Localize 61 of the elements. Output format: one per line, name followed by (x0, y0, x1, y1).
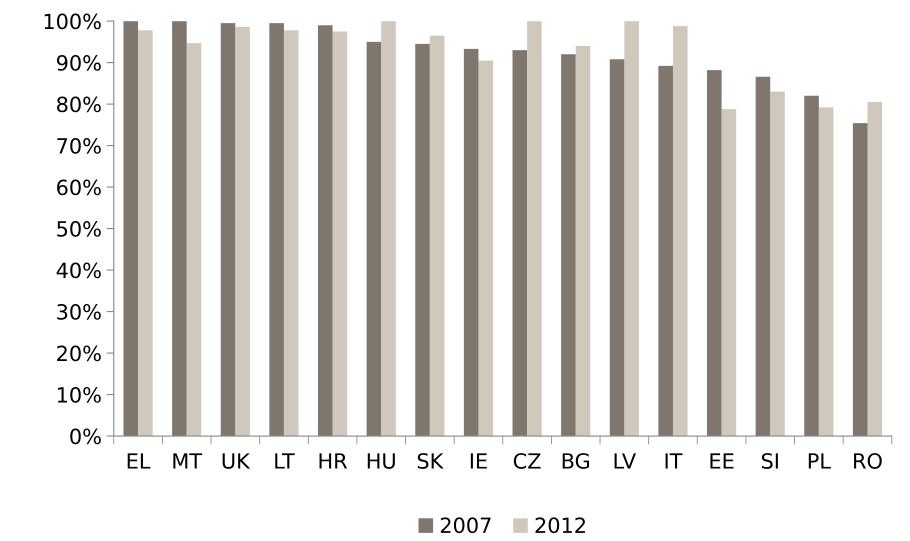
bar (269, 23, 284, 436)
x-tick-label: IT (666, 453, 682, 469)
bar (527, 21, 542, 436)
x-tick-label: EE (710, 453, 734, 469)
bar (672, 26, 688, 436)
y-tick-label: 100% (44, 14, 101, 30)
y-tick-label: 40% (56, 262, 101, 278)
x-tick-label: MT (173, 453, 202, 469)
bar (318, 25, 333, 436)
x-tick-label: RO (854, 453, 882, 469)
x-tick-label: UK (222, 453, 250, 469)
x-tick-label: BG (562, 453, 590, 469)
y-tick-label: 30% (57, 304, 101, 320)
bar (381, 21, 396, 436)
legend-label: 2012 (536, 517, 585, 534)
bar (756, 76, 770, 436)
x-tick-label: EL (128, 453, 150, 469)
bar (186, 43, 202, 436)
bar (235, 26, 250, 436)
y-tick-label: 60% (57, 180, 101, 196)
bar (415, 44, 430, 436)
bar (430, 36, 444, 436)
bar (658, 66, 673, 436)
y-tick-label: 0% (70, 428, 101, 444)
bar (852, 123, 868, 436)
x-tick-label: SK (418, 453, 444, 469)
bar (172, 21, 187, 436)
y-tick-label: 20% (57, 346, 101, 362)
bar (284, 30, 299, 436)
bar (770, 92, 785, 436)
bar (138, 30, 153, 436)
x-tick-label: SI (762, 453, 778, 469)
bar (464, 48, 478, 436)
bar (220, 23, 236, 436)
x-tick-label: IE (470, 453, 487, 469)
x-tick-label: PL (808, 453, 831, 469)
bar (561, 54, 576, 436)
legend-label: 2007 (440, 517, 491, 534)
x-tick-label: LV (614, 453, 636, 469)
x-tick-label: HR (320, 453, 348, 469)
bar (123, 21, 138, 436)
y-tick-label: 50% (57, 221, 101, 237)
bar (332, 31, 348, 436)
x-tick-label: CZ (514, 453, 541, 469)
x-tick-label: LT (275, 453, 295, 469)
bar (366, 42, 382, 436)
y-tick-label: 70% (57, 138, 101, 154)
bar (478, 60, 494, 436)
y-tick-label: 10% (58, 387, 101, 403)
bar (867, 102, 882, 436)
bar (624, 21, 639, 436)
bar (707, 70, 722, 436)
bar (804, 96, 819, 436)
bar (512, 50, 528, 436)
y-tick-label: 90% (56, 55, 101, 71)
x-tick-label: HU (368, 453, 395, 469)
y-tick-label: 80% (57, 96, 101, 112)
bar (818, 107, 834, 436)
bar (610, 59, 624, 436)
bar (576, 46, 590, 436)
bar (722, 109, 736, 436)
